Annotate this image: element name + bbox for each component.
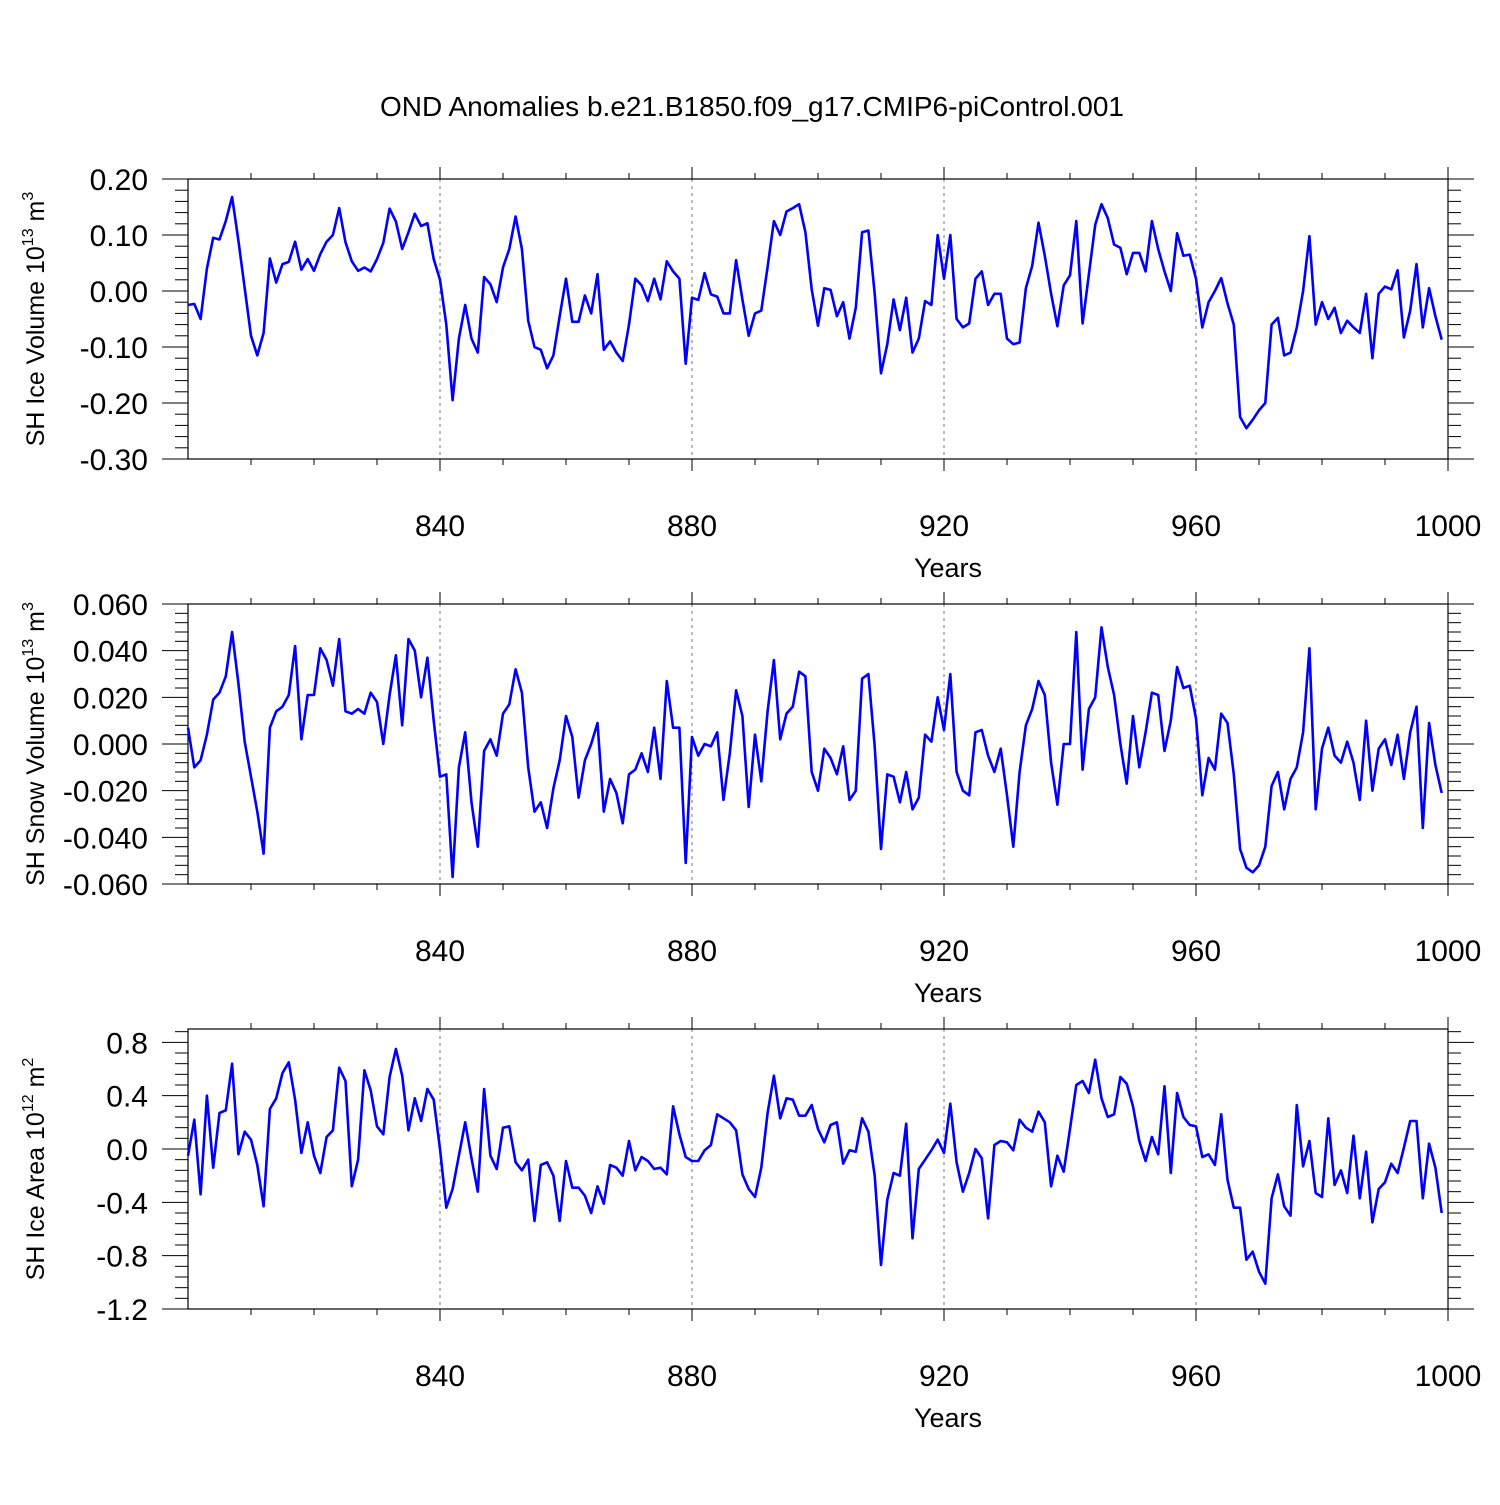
y-axis-label-exponent: 12	[20, 1094, 37, 1112]
x-tick-label: 920	[919, 510, 969, 543]
x-axis-label: Years	[914, 978, 982, 1008]
plot-frame	[187, 1028, 1449, 1310]
y-axis-label-text: m	[22, 201, 50, 229]
y-axis-label-text: SH Ice Volume 10	[22, 246, 50, 446]
x-tick-label: 960	[1171, 510, 1221, 543]
y-tick-label: -0.060	[63, 869, 148, 902]
x-axis-label: Years	[914, 1403, 982, 1433]
y-tick-label: -0.30	[80, 444, 148, 477]
x-tick-label: 880	[667, 510, 717, 543]
y-axis-label-text: m	[22, 611, 50, 639]
panels: 840 880 920 960 1000 -0.30 -0.20 -0.10 0.00 0.10 0…	[20, 164, 1481, 1433]
chart-panel-3: 840 880 920 960 1000 -1.2 -0.8 -0.4 0.0 0.4 0.8 Yea…	[20, 1017, 1481, 1433]
y-tick-label: -1.2	[96, 1294, 148, 1327]
y-axis-label: SH Snow Volume 1013 m3	[20, 602, 50, 886]
y-tick-label: 0.20	[90, 164, 148, 197]
x-tick-label: 1000	[1415, 510, 1482, 543]
y-tick-label: -0.020	[63, 776, 148, 809]
y-tick-label: 0.00	[90, 276, 148, 309]
y-tick-label: 0.10	[90, 220, 148, 253]
y-axis-label: SH Ice Area 1012 m2	[20, 1058, 50, 1281]
figure-title: OND Anomalies b.e21.B1850.f09_g17.CMIP6-…	[380, 91, 1124, 122]
y-tick-label: 0.4	[106, 1081, 148, 1114]
y-tick-label: 0.040	[73, 636, 148, 669]
y-tick-label: -0.20	[80, 388, 148, 421]
y-axis-label-exponent: 3	[20, 602, 37, 611]
series-line	[187, 195, 1443, 430]
x-tick-label: 1000	[1415, 1360, 1482, 1393]
x-tick-label: 920	[919, 935, 969, 968]
y-tick-label: 0.000	[73, 729, 148, 762]
x-axis-label: Years	[914, 553, 982, 583]
y-tick-label: 0.060	[73, 589, 148, 622]
x-tick-label: 960	[1171, 935, 1221, 968]
x-tick-label: 1000	[1415, 935, 1482, 968]
y-axis-label-text: SH Snow Volume 10	[22, 657, 50, 886]
x-tick-label: 880	[667, 935, 717, 968]
plot-frame	[187, 603, 1449, 885]
series-line	[186, 1047, 1443, 1285]
y-axis-label-exponent: 13	[20, 639, 37, 657]
y-axis-label-text: SH Ice Area 10	[22, 1112, 50, 1280]
series-line	[186, 626, 1443, 879]
y-tick-label: 0.8	[106, 1027, 148, 1060]
y-axis-label-text: m	[22, 1067, 50, 1095]
y-axis-label-exponent: 3	[20, 192, 37, 201]
y-tick-label: -0.040	[63, 822, 148, 855]
x-tick-label: 840	[415, 1360, 465, 1393]
y-tick-label: -0.4	[96, 1187, 148, 1220]
x-tick-label: 880	[667, 1360, 717, 1393]
y-tick-label: -0.8	[96, 1241, 148, 1274]
y-tick-label: -0.10	[80, 332, 148, 365]
x-tick-label: 920	[919, 1360, 969, 1393]
y-tick-label: 0.0	[106, 1134, 148, 1167]
x-tick-label: 840	[415, 510, 465, 543]
y-axis-label-exponent: 2	[20, 1058, 37, 1067]
y-tick-label: 0.020	[73, 682, 148, 715]
x-tick-label: 840	[415, 935, 465, 968]
chart-panel-2: 840 880 920 960 1000 -0.060 -0.040 -0.020 0.000 0…	[20, 589, 1481, 1008]
y-axis-label-exponent: 13	[20, 228, 37, 246]
chart-panel-1: 840 880 920 960 1000 -0.30 -0.20 -0.10 0.00 0.10 0…	[20, 164, 1481, 583]
x-tick-label: 960	[1171, 1360, 1221, 1393]
y-axis-label: SH Ice Volume 1013 m3	[20, 192, 50, 447]
